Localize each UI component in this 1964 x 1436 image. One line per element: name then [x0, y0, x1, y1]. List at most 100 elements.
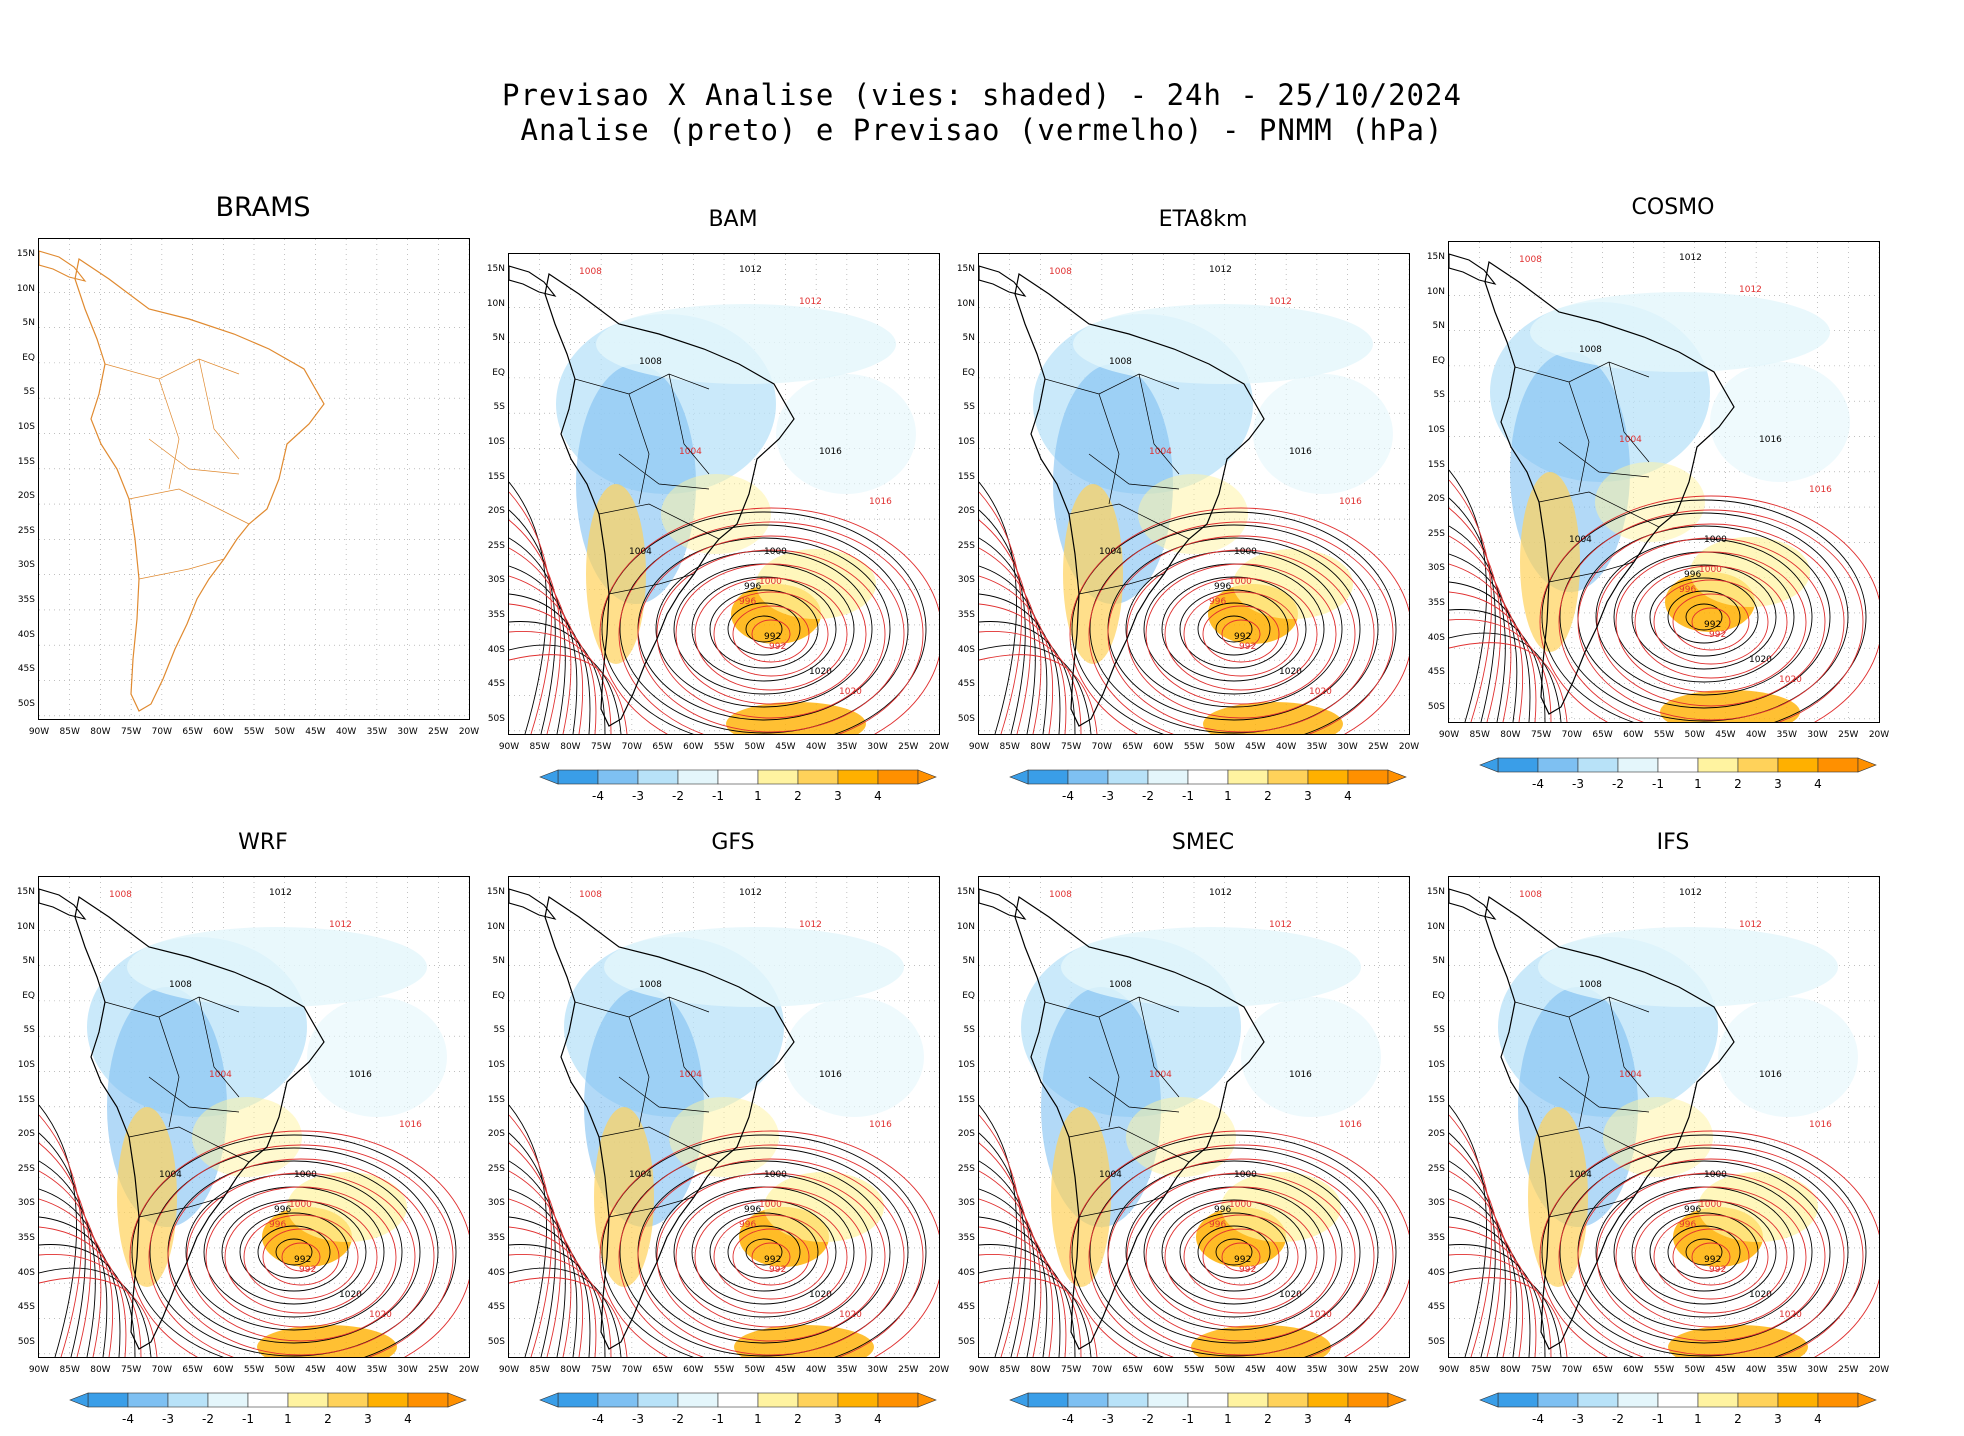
lat-label: 5N — [1432, 956, 1445, 967]
contour-label: 1008 — [1049, 267, 1072, 277]
bias-shading — [1530, 292, 1830, 372]
contour-label: 992 — [1239, 1265, 1256, 1275]
lon-label: 40W — [1745, 1365, 1767, 1375]
contour-label: 1020 — [1279, 667, 1302, 677]
colorbar-swatch — [877, 769, 919, 785]
lon-label: 90W — [28, 1365, 50, 1375]
forecast-isobar — [979, 575, 1054, 734]
lat-label: 15N — [16, 249, 35, 259]
country-border — [1548, 1196, 1635, 1218]
forecast-isobar — [732, 1228, 810, 1286]
forecast-isobar — [1145, 563, 1337, 705]
lat-label: 35S — [1427, 598, 1445, 608]
forecast-isobar — [637, 535, 905, 733]
coastline — [544, 273, 795, 727]
colorbar-label: -3 — [1102, 789, 1114, 803]
analysis-isobar — [1449, 632, 1562, 722]
forecast-isobar — [509, 1277, 628, 1357]
colorbar-label: 1 — [1224, 789, 1232, 803]
colorbar-swatch — [637, 769, 679, 785]
country-border — [1558, 441, 1650, 478]
bias-shading — [734, 1325, 874, 1357]
lon-label: 30W — [1807, 1365, 1828, 1375]
analysis-isobar — [185, 1173, 403, 1331]
lat-label: EQ — [22, 990, 35, 1001]
lat-label: 50S — [957, 713, 975, 724]
lat-label: 45S — [487, 679, 505, 690]
lat-label: 15N — [956, 264, 975, 274]
lon-label: 25W — [428, 727, 449, 737]
forecast-isobar — [1183, 1214, 1299, 1300]
panel-title: IFS — [1656, 830, 1690, 855]
lat-label: 5N — [962, 956, 975, 967]
lat-label: EQ — [962, 990, 975, 1001]
lat-label: 5S — [493, 402, 505, 413]
colorbar-arrow-left — [1479, 757, 1499, 773]
colorbar-swatch — [1497, 1392, 1539, 1408]
colorbar-label: -3 — [1102, 1412, 1114, 1426]
forecast-isobar — [1615, 1186, 1807, 1328]
colorbar-label: 2 — [1264, 1412, 1272, 1426]
contour-label: 1020 — [839, 687, 862, 697]
contour-label: 1016 — [819, 1070, 842, 1080]
contour-label: 1000 — [1699, 1200, 1722, 1210]
forecast-isobar — [1449, 619, 1552, 722]
coastline — [39, 250, 87, 282]
lat-label: 25S — [957, 1163, 975, 1174]
lon-label: 65W — [1122, 1365, 1143, 1375]
analysis-isobar — [655, 550, 873, 708]
colorbar-swatch — [207, 1392, 249, 1408]
colorbar-label: 1 — [754, 789, 762, 803]
lon-label: 75W — [1530, 730, 1552, 740]
forecast-isobar — [1164, 577, 1318, 691]
colorbar-swatch — [1737, 1392, 1779, 1408]
country-border — [574, 373, 710, 395]
forecast-isobar — [1558, 509, 1864, 722]
contour-label: 996 — [1679, 585, 1696, 595]
contour-label: 1020 — [839, 1310, 862, 1320]
contour-label: 1008 — [1519, 255, 1542, 265]
colorbar-label: -4 — [592, 1412, 604, 1426]
contour-label: 1012 — [1269, 297, 1292, 307]
analysis-isobar — [709, 1212, 819, 1292]
colorbar-label: -4 — [592, 789, 604, 803]
colorbar-label: 2 — [1264, 789, 1272, 803]
colorbar-arrow-right — [447, 1392, 467, 1408]
forecast-isobar — [1107, 535, 1375, 733]
colorbar-arrow-left — [539, 769, 559, 785]
forecast-isobar — [1691, 607, 1731, 637]
contour-label: 992 — [764, 632, 781, 642]
colorbar-arrow-left — [69, 1392, 89, 1408]
lon-label: 35W — [1776, 730, 1798, 740]
lon-label: 50W — [744, 1365, 765, 1375]
bias-shading — [1710, 362, 1850, 482]
forecast-isobar — [1126, 549, 1356, 719]
forecast-isobar — [509, 491, 552, 734]
contour-label: 1012 — [1269, 920, 1292, 930]
lat-label: 5S — [1433, 1025, 1445, 1036]
colorbar-label: -4 — [1062, 1412, 1074, 1426]
bias-shading — [586, 484, 646, 664]
lat-label: 30S — [17, 560, 35, 571]
analysis-isobar — [1215, 615, 1253, 643]
colorbar-label: -1 — [712, 1412, 724, 1426]
analysis-isobar — [979, 1267, 1092, 1357]
colorbar-swatch — [597, 1392, 639, 1408]
analysis-isobar — [619, 1147, 909, 1357]
lat-label: 20S — [17, 1129, 35, 1140]
coastline — [509, 265, 557, 297]
country-border — [148, 438, 240, 475]
colorbar-swatch — [837, 769, 879, 785]
panel-cosmo: COSMO 1012 1008 1004 1000 996 992 1016 1020 1012 1… — [1427, 195, 1908, 795]
panel-title: WRF — [238, 830, 288, 855]
country-border — [1088, 1076, 1180, 1113]
coastline — [1484, 896, 1735, 1350]
forecast-isobar — [1596, 537, 1826, 707]
colorbar-label: -2 — [672, 1412, 684, 1426]
lon-label: 20W — [1868, 730, 1890, 740]
lon-label: 90W — [498, 742, 520, 752]
bias-shading — [1126, 1097, 1236, 1177]
forecast-isobar — [694, 1200, 848, 1314]
lon-label: 50W — [274, 1365, 295, 1375]
colorbar-swatch — [1187, 769, 1229, 785]
